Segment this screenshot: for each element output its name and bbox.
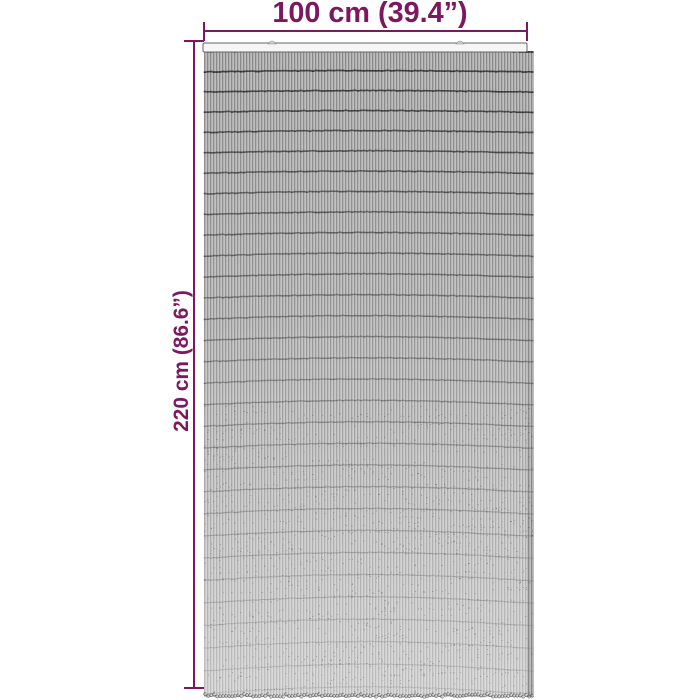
svg-text:100 cm (39.4”): 100 cm (39.4”) (272, 0, 467, 29)
svg-text:220 cm (86.6”): 220 cm (86.6”) (170, 290, 193, 432)
